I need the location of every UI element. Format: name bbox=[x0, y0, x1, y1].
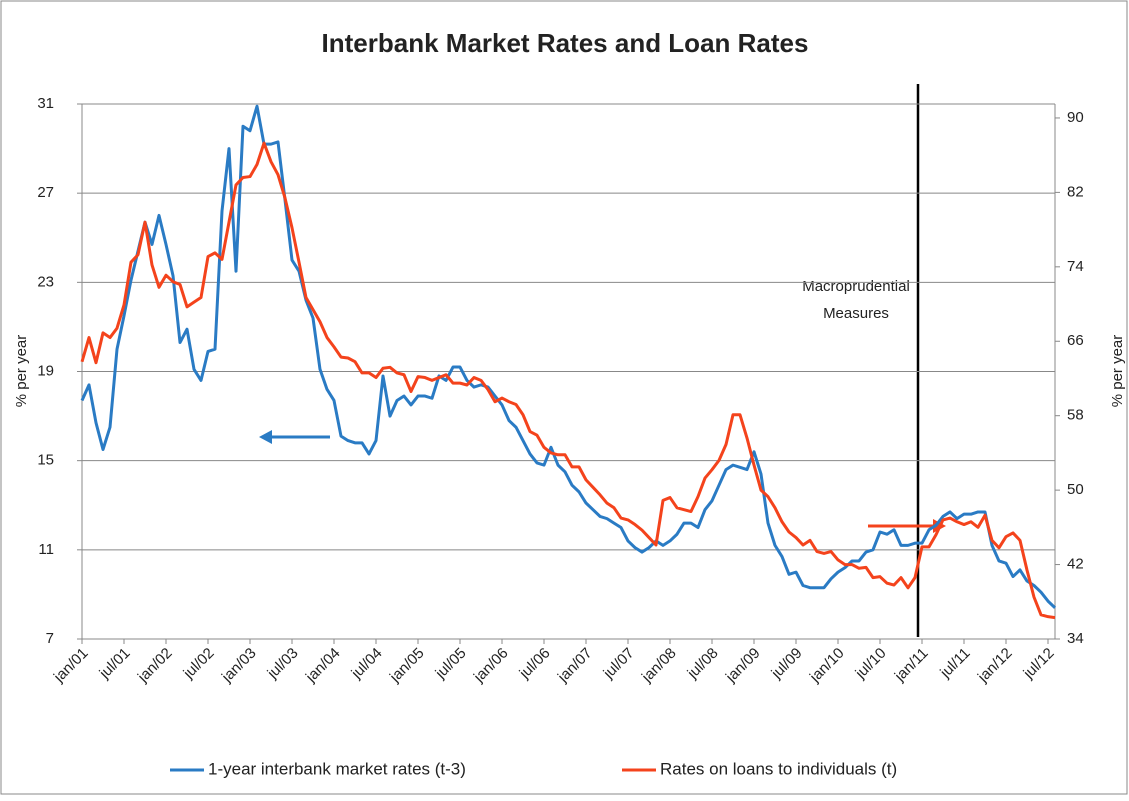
y2-tick-label: 58 bbox=[1067, 407, 1084, 424]
y2-tick-label: 74 bbox=[1067, 258, 1084, 275]
y-axis-label: % per year bbox=[13, 335, 30, 408]
y-tick-label: 7 bbox=[46, 630, 54, 647]
chart-title: Interbank Market Rates and Loan Rates bbox=[322, 28, 809, 58]
y2-tick-label: 34 bbox=[1067, 630, 1084, 647]
y-tick-label: 19 bbox=[37, 362, 54, 379]
legend-label: Rates on loans to individuals (t) bbox=[660, 759, 897, 778]
left-arrow bbox=[259, 430, 330, 444]
y-tick-label: 11 bbox=[38, 541, 54, 558]
series-line bbox=[80, 104, 1057, 609]
y2-axis-label: % per year bbox=[1109, 335, 1126, 408]
y-tick-label: 23 bbox=[37, 273, 54, 290]
y2-tick-label: 42 bbox=[1067, 556, 1084, 573]
y2-tick-label: 82 bbox=[1067, 183, 1084, 200]
y-tick-label: 27 bbox=[37, 184, 54, 201]
annotation: Measures bbox=[823, 305, 889, 322]
y2-tick-label: 90 bbox=[1067, 109, 1084, 126]
y-tick-label: 31 bbox=[37, 95, 54, 112]
legend-label: 1-year interbank market rates (t-3) bbox=[208, 759, 466, 778]
series-line bbox=[80, 141, 1056, 620]
y2-tick-label: 66 bbox=[1067, 332, 1084, 349]
y2-tick-label: 50 bbox=[1067, 481, 1084, 498]
y-tick-label: 15 bbox=[37, 452, 54, 469]
annotation: Macroprudential bbox=[802, 278, 910, 295]
